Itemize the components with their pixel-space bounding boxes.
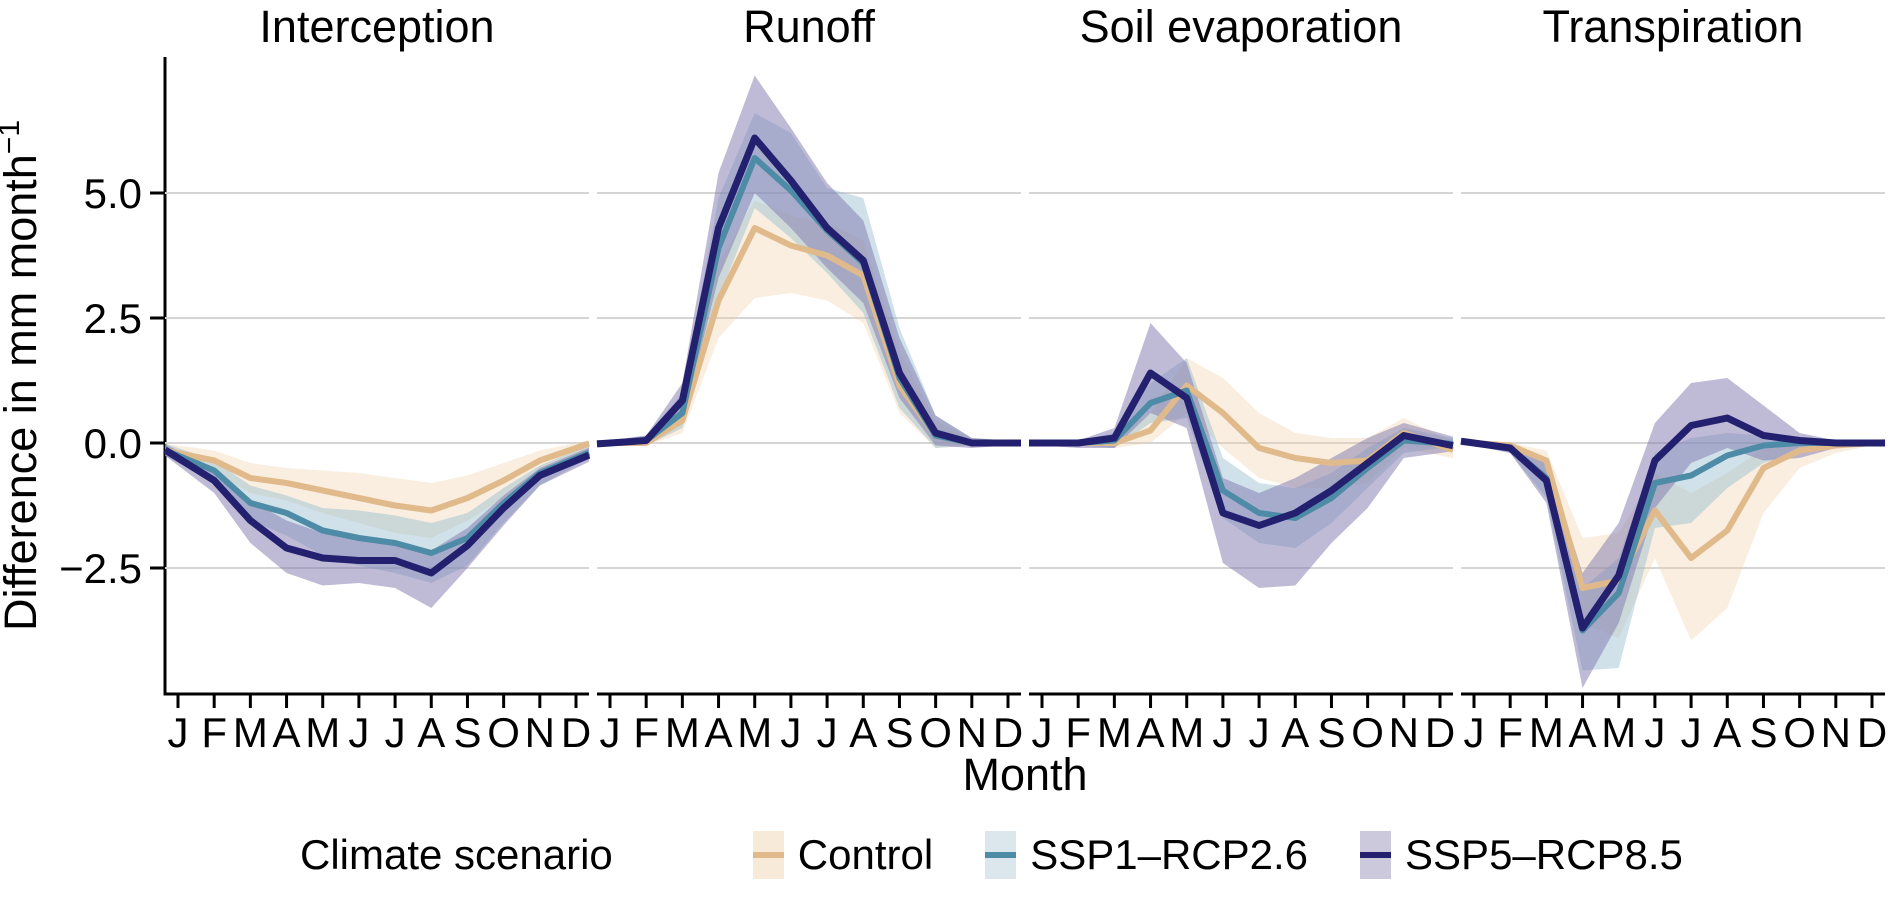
legend-key-line-icon [752, 852, 784, 858]
x-tick-label: N [957, 709, 987, 756]
legend-entry-ssp5-rcp8-5: SSP5–RCP8.5 [1360, 831, 1683, 879]
x-tick-label: F [201, 709, 227, 756]
ribbon-ssp1-rcp2-6 [165, 443, 589, 583]
series-line-ssp5-rcp8-5 [1460, 414, 1885, 632]
series-line-control [164, 440, 590, 514]
legend-entry-label: SSP1–RCP2.6 [1030, 831, 1309, 878]
x-tick-label: J [1032, 709, 1053, 756]
x-tick-label: N [525, 709, 555, 756]
x-tick-label: J [168, 709, 189, 756]
ribbon-ssp5-rcp8-5 [165, 444, 589, 608]
x-tick-label: S [885, 709, 913, 756]
facet-title-runoff: Runoff [743, 1, 875, 52]
legend-entries: Control SSP1–RCP2.6 SSP5–RCP8.5 [752, 831, 1683, 879]
x-tick-label: J [1681, 709, 1702, 756]
x-tick-label: F [1497, 709, 1523, 756]
ribbon-ssp5-rcp8-5 [1029, 323, 1453, 588]
x-tick-label: J [385, 709, 406, 756]
x-tick-label: J [1212, 709, 1233, 756]
x-tick-label: N [1821, 709, 1851, 756]
series-line-ssp5-rcp8-5 [163, 446, 591, 577]
legend-key-line-icon [985, 852, 1017, 858]
x-tick-label: M [305, 709, 340, 756]
x-tick-label: O [919, 709, 952, 756]
x-tick-label: N [1389, 709, 1419, 756]
x-tick-label: J [780, 709, 801, 756]
x-tick-label: D [561, 709, 591, 756]
legend-key-line-icon [1360, 852, 1392, 858]
x-tick-label: F [1065, 709, 1091, 756]
legend-title: Climate scenario [300, 831, 613, 878]
facet-title-soil-evaporation: Soil evaporation [1080, 1, 1403, 52]
x-tick-label: M [665, 709, 700, 756]
x-tick-label: A [849, 709, 877, 756]
x-tick-label: J [348, 709, 369, 756]
legend-entry-label: Control [797, 831, 934, 878]
legend-entry-ssp1-rcp2-6: SSP1–RCP2.6 [985, 831, 1308, 879]
legend-entry-control: Control [752, 831, 934, 879]
x-tick-label: A [1713, 709, 1741, 756]
x-tick-label: S [453, 709, 481, 756]
y-tick-label: 0.0 [84, 420, 142, 467]
x-tick-label: A [705, 709, 733, 756]
x-tick-label: O [1351, 709, 1384, 756]
legend-key-swatch [752, 831, 784, 879]
series-line-control [1460, 439, 1886, 591]
x-tick-label: M [1529, 709, 1564, 756]
x-tick-label: J [600, 709, 621, 756]
ribbon-control [165, 440, 589, 538]
x-tick-label: A [273, 709, 301, 756]
facet-title-transpiration: Transpiration [1543, 1, 1804, 52]
x-tick-label: A [417, 709, 445, 756]
x-axis-title: Month [962, 749, 1087, 800]
legend: Climate scenario Control SSP1–RCP2.6 SSP5–… [300, 831, 1892, 879]
ribbon-ssp5-rcp8-5 [1461, 378, 1885, 688]
x-tick-label: S [1317, 709, 1345, 756]
x-tick-label: A [1137, 709, 1165, 756]
legend-entry-label: SSP5–RCP8.5 [1405, 831, 1683, 878]
x-tick-label: O [487, 709, 520, 756]
x-tick-label: D [1425, 709, 1455, 756]
x-tick-label: J [1249, 709, 1270, 756]
y-tick-label: −2.5 [59, 545, 142, 592]
x-tick-label: O [1783, 709, 1816, 756]
x-tick-label: A [1281, 709, 1309, 756]
x-tick-label: J [1644, 709, 1665, 756]
ribbon-control [1461, 438, 1885, 641]
x-tick-label: M [233, 709, 268, 756]
series-line-ssp5-rcp8-5 [1029, 369, 1454, 529]
x-tick-label: A [1569, 709, 1597, 756]
x-tick-label: J [1464, 709, 1485, 756]
facet-title-interception: Interception [259, 1, 494, 52]
x-tick-label: J [817, 709, 838, 756]
x-tick-label: M [737, 709, 772, 756]
x-tick-label: S [1749, 709, 1777, 756]
x-tick-label: D [993, 709, 1023, 756]
x-tick-label: M [1601, 709, 1636, 756]
y-tick-label: 5.0 [84, 170, 142, 217]
legend-key-swatch [985, 831, 1017, 879]
x-tick-label: F [633, 709, 659, 756]
x-tick-label: M [1169, 709, 1204, 756]
x-tick-label: M [1097, 709, 1132, 756]
x-tick-label: D [1857, 709, 1887, 756]
series-line-ssp5-rcp8-5 [596, 134, 1021, 448]
y-axis-title: Difference in mm month−1 [0, 120, 46, 631]
legend-key-swatch [1360, 831, 1392, 879]
y-tick-label: 2.5 [84, 295, 142, 342]
